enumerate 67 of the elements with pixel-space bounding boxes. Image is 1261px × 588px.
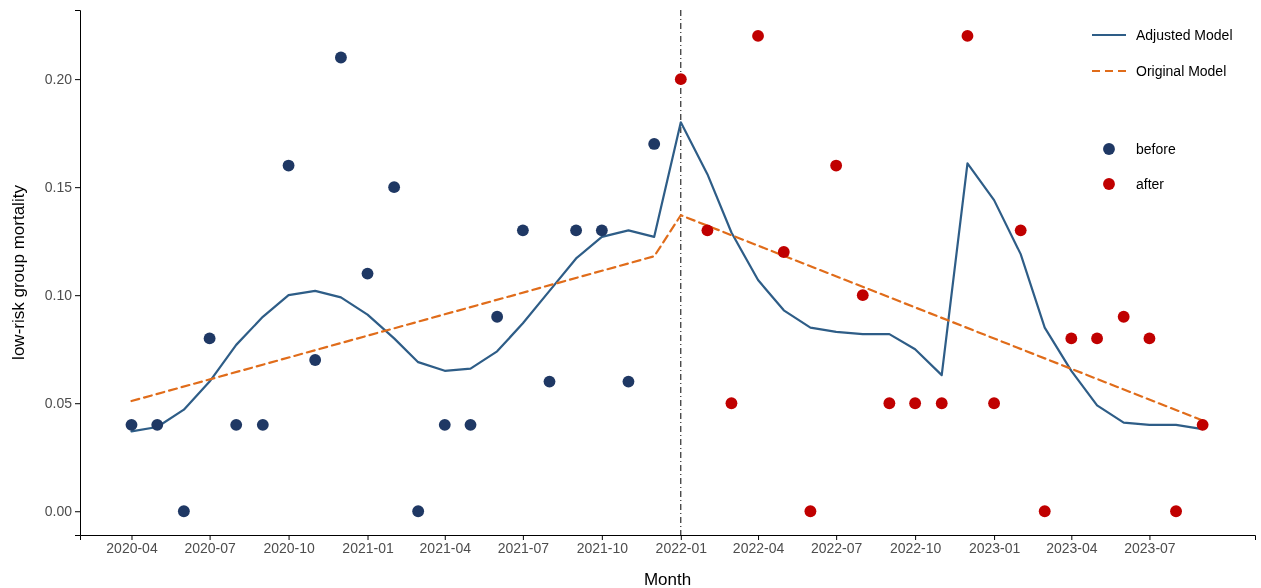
point — [282, 159, 295, 172]
x-axis-title: Month — [643, 570, 692, 588]
point — [961, 30, 974, 42]
point — [256, 418, 269, 431]
point — [935, 397, 948, 410]
point — [570, 224, 583, 237]
x-tick-label: 2021-04 — [419, 539, 472, 556]
point — [1065, 332, 1078, 345]
point — [701, 224, 714, 237]
point — [230, 418, 243, 431]
y-tick-label: 0.00 — [44, 503, 73, 520]
legend-label: after — [1136, 176, 1165, 192]
point — [988, 397, 1000, 410]
x-tick-label: 2021-01 — [342, 539, 394, 556]
point — [856, 289, 869, 302]
point — [595, 224, 608, 237]
point — [674, 73, 687, 86]
y-axis-title: low-risk group mortality — [9, 184, 28, 360]
y-tick-label: 0.05 — [44, 395, 73, 412]
point — [909, 397, 922, 410]
point — [125, 418, 138, 431]
point — [516, 224, 529, 237]
point — [752, 30, 764, 42]
point — [543, 375, 556, 388]
point — [438, 418, 451, 431]
point — [1014, 224, 1027, 237]
point — [309, 354, 322, 366]
x-tick-label: 2023-07 — [1124, 539, 1176, 556]
point — [491, 310, 504, 323]
legend-label: before — [1136, 141, 1176, 157]
x-tick-label: 2020-04 — [106, 539, 158, 556]
point — [1091, 332, 1103, 345]
point — [830, 159, 843, 172]
point — [883, 397, 896, 410]
legend-label: Original Model — [1136, 63, 1227, 79]
point — [804, 505, 817, 518]
x-tick-label: 2021-10 — [576, 539, 629, 556]
point — [725, 397, 738, 410]
x-tick-label: 2022-07 — [810, 539, 863, 556]
point — [361, 267, 374, 280]
point — [777, 246, 790, 258]
x-tick-label: 2022-10 — [889, 539, 942, 556]
x-tick-label: 2022-01 — [655, 539, 708, 556]
y-tick-label: 0.20 — [44, 71, 73, 88]
x-tick-label: 2023-01 — [968, 539, 1021, 556]
point — [335, 51, 347, 64]
point — [464, 418, 477, 431]
y-tick-label: 0.15 — [44, 179, 73, 196]
point — [151, 418, 164, 431]
x-tick-label: 2022-04 — [732, 539, 785, 556]
point — [648, 138, 661, 150]
point — [1117, 310, 1130, 323]
point — [1170, 505, 1182, 518]
point — [1143, 332, 1156, 345]
y-tick-label: 0.10 — [44, 287, 73, 304]
point — [622, 375, 635, 388]
point — [388, 181, 401, 194]
x-tick-label: 2020-10 — [263, 539, 315, 556]
point — [1038, 505, 1051, 518]
x-tick-label: 2020-07 — [184, 539, 236, 556]
point — [1196, 418, 1209, 431]
legend-label: Adjusted Model — [1136, 27, 1233, 43]
point — [412, 505, 425, 518]
point — [203, 332, 216, 345]
point — [177, 505, 190, 518]
x-tick-label: 2021-07 — [497, 539, 550, 556]
x-tick-label: 2023-04 — [1046, 539, 1098, 556]
